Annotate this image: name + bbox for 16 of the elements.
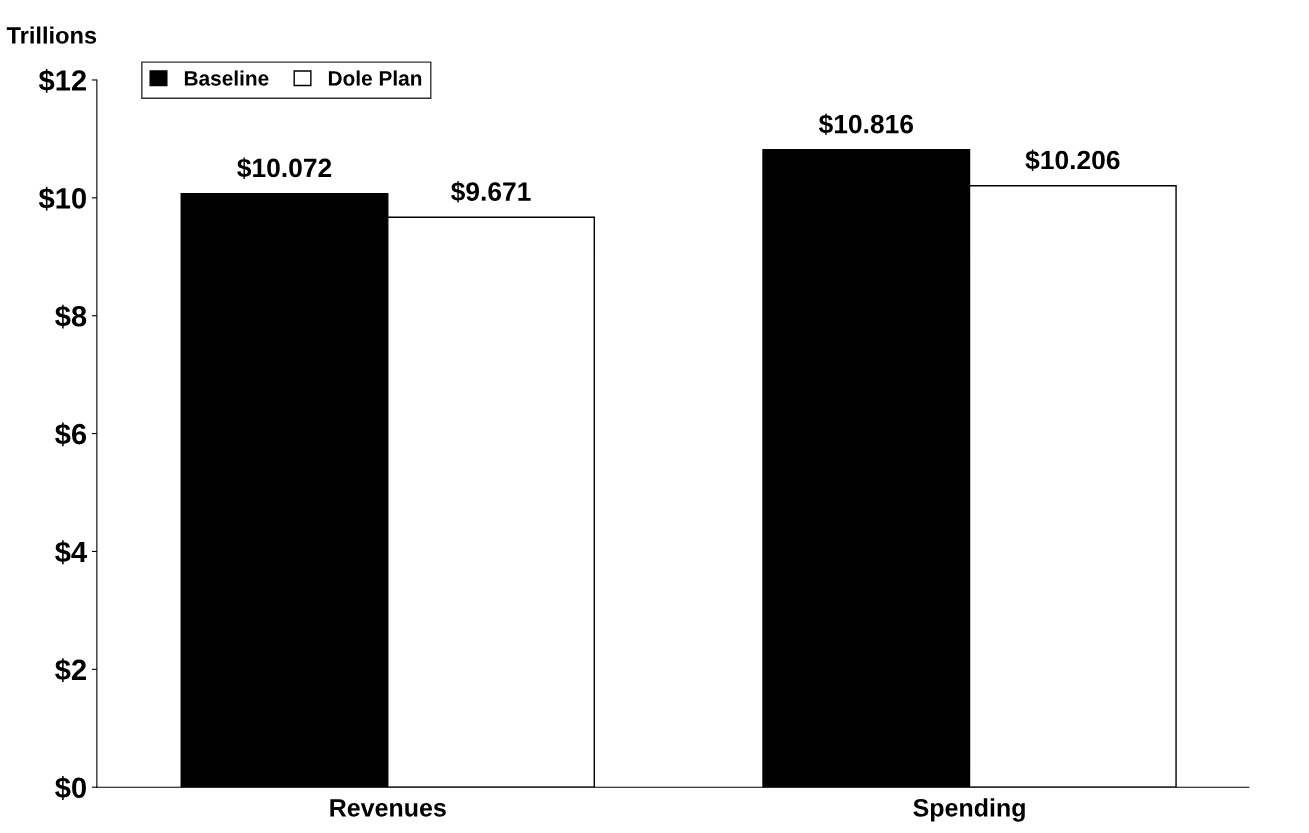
legend-label: Dole Plan: [328, 70, 422, 86]
y-tick-label: $8: [55, 304, 87, 329]
data-label: $10.816: [818, 113, 914, 136]
y-tick-label: $10: [38, 186, 86, 211]
y-tick-label: $0: [55, 776, 86, 800]
data-label: $10.072: [237, 157, 332, 179]
data-label: $9.671: [451, 181, 531, 203]
x-tick-label: Revenues: [330, 799, 446, 817]
legend-label: Baseline: [184, 70, 269, 86]
y-tick-label: $12: [38, 68, 86, 93]
x-tick-label: Spending: [913, 798, 1025, 822]
y-tick-label: $2: [55, 658, 86, 683]
y-tick-label: $6: [55, 422, 87, 447]
y-axis-title: Trillions: [6, 26, 97, 44]
y-tick-label: $4: [55, 540, 87, 565]
data-label: $10.206: [1025, 149, 1120, 172]
